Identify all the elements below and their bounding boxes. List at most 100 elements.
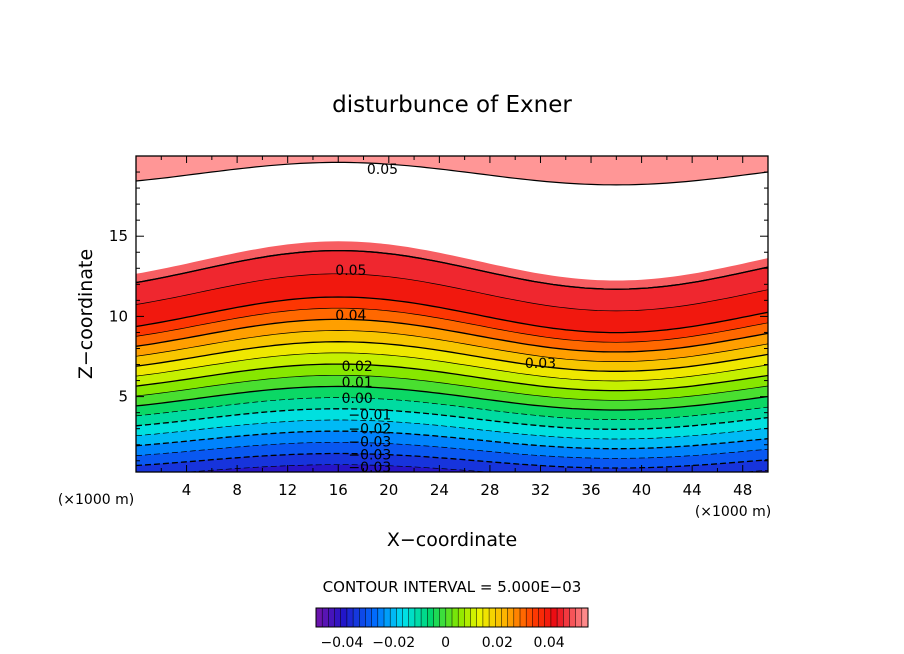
colorbar-cell [396,608,403,627]
colorbar-cell [575,608,583,627]
contour-label: 0.04 [335,308,366,324]
contour-label: 0.01 [342,375,373,391]
contour-line-layer [136,161,768,497]
colorbar-cell [371,608,379,627]
colorbar-cell [495,608,502,627]
colorbar-cell [439,608,447,627]
colorbar-cell [501,608,508,627]
x-tick-label: 8 [232,481,242,499]
contour-label: 0.03 [525,356,556,372]
x-tick-label: 48 [733,481,752,499]
colorbar-cell [563,608,570,627]
y-tick-label: 5 [118,388,128,406]
x-tick-label: 12 [278,481,297,499]
x-tick-label: 20 [379,481,398,499]
contour-line [136,161,768,186]
contour-line [136,397,768,421]
colorbar-cell [384,608,391,627]
colorbar-cell [557,608,564,627]
colorbar-cell [489,608,496,627]
chart-title: disturbunce of Exner [332,92,572,118]
colorbar-cell [346,608,354,627]
colorbar-tick-label: 0.04 [534,635,565,651]
colorbar-cell [353,608,360,627]
colorbar-cell [445,608,453,627]
x-tick-label: 16 [329,481,348,499]
colorbar: −0.04 −0.02 0 0.02 0.04 [315,607,589,651]
contour-label: −0.03 [348,447,391,463]
x-tick-label: 32 [531,481,550,499]
colorbar-cell [526,608,533,627]
contour-label: −0.01 [348,407,391,423]
colorbar-cell [470,608,478,627]
y-tick-label: 15 [109,227,128,245]
colorbar-cell [316,608,323,627]
contour-interval-note: CONTOUR INTERVAL = 5.000E−03 [323,578,582,596]
colorbar-tick-label: 0 [441,635,450,651]
colorbar-tick-label: −0.02 [372,635,415,651]
colorbar-cell [482,608,490,627]
colorbar-cell [359,608,366,627]
colorbar-cell [452,608,459,627]
contour-line [136,330,768,362]
colorbar-cell [427,608,434,627]
colorbar-cell [433,608,440,627]
colorbar-tick-label: 0.02 [482,635,513,651]
colorbar-cell [408,608,416,627]
x-tick-label: 28 [480,481,499,499]
x-tick-label: 4 [182,481,192,499]
contour-line [136,352,768,382]
contour-line [136,318,768,353]
colorbar-cell [402,608,410,627]
contour-label-layer: 0.050.050.040.030.020.010.00−0.01−0.02−0… [335,162,556,476]
colorbar-cell [377,608,385,627]
colorbar-cell [544,608,552,627]
contour-line [136,430,768,450]
colorbar-cell [365,608,372,627]
contour-line [136,249,768,290]
contour-label: 0.05 [335,263,366,279]
colorbar-cell [569,608,576,627]
contour-line [136,419,768,440]
contour-line [136,476,768,488]
colorbar-cell [507,608,515,627]
colorbar-cell [322,608,329,627]
colorbar-cell [476,608,484,627]
colorbar-cell [340,608,348,627]
contour-line [183,464,768,472]
x-axis-label: X−coordinate [387,529,517,551]
contour-label: 0.00 [342,391,373,407]
contour-line [136,408,768,430]
colorbar-cell [414,608,422,627]
plot-frame [135,155,769,473]
contour-band-white [136,156,768,281]
colorbar-cell [464,608,471,627]
contour-line [136,452,768,469]
contour-line [136,273,768,312]
colorbar-cell [328,608,335,627]
y-axis-label: Z−coordinate [75,249,97,379]
x-tick-label: 40 [632,481,651,499]
contour-label: −0.02 [348,422,391,438]
x-tick-label: 36 [581,481,600,499]
contour-label: −0.03 [348,435,391,451]
colorbar-cell [520,608,527,627]
contour-line [136,441,768,459]
colorbar-cell [458,608,465,627]
contour-line [136,307,768,343]
colorbar-cell [550,608,558,627]
x-tick-label: 44 [683,481,702,499]
colorbar-cell [538,608,546,627]
colorbar-cell [334,608,342,627]
contour-line [136,487,768,497]
y-tick-label: 10 [109,307,128,325]
colorbar-cell [421,608,428,627]
contour-line [136,296,768,334]
contour-line [136,374,768,401]
colorbar-cell [581,608,589,627]
contour-line [136,385,768,411]
contour-fill-layer [136,156,768,472]
colorbar-tick-label: −0.04 [320,635,363,651]
